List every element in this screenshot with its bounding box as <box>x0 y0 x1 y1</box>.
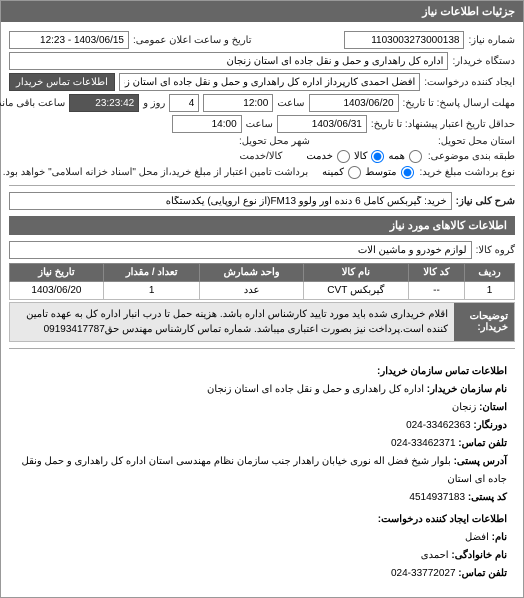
tel-label: تلفن تماس: <box>458 438 507 449</box>
remain-time <box>69 94 139 112</box>
cat-goods-radio[interactable] <box>371 150 384 163</box>
deadline-send-label: مهلت ارسال پاسخ: تا تاریخ: <box>403 98 515 109</box>
row-deliver: استان محل تحویل: شهر محل تحویل: <box>9 136 515 147</box>
cat-goods-label: کالا <box>354 151 368 162</box>
reqnum-input[interactable] <box>344 31 464 49</box>
pay-min-radio[interactable] <box>348 166 361 179</box>
pay-note: برداشت تامین اعتبار از مبلغ خرید،از محل … <box>3 167 308 178</box>
panel-title: جزئیات اطلاعات نیاز <box>1 1 523 22</box>
remain-days <box>169 94 199 112</box>
row-reqnum: شماره نیاز: تاریخ و ساعت اعلان عمومی: <box>9 31 515 49</box>
buyer-label: دستگاه خریدار: <box>452 56 515 67</box>
reqnum-label: شماره نیاز: <box>468 35 515 46</box>
deadline-valid-time-label: ساعت <box>246 119 273 130</box>
divider <box>9 185 515 186</box>
group-label: گروه کالا: <box>476 245 515 256</box>
note-label: توضیحات خریدار: <box>454 303 514 341</box>
row-desc: شرح کلی نیاز: <box>9 192 515 210</box>
category-radios: همه کالا خدمت <box>306 150 424 163</box>
row-group: گروه کالا: <box>9 241 515 259</box>
desc-label: شرح کلی نیاز: <box>456 196 515 207</box>
row-deadline-valid: حداقل تاریخ اعتبار پیشنهاد: تا تاریخ: سا… <box>9 115 515 133</box>
addr-value: بلوار شیخ فضل اله نوری خیابان راهدار جنب… <box>22 456 508 485</box>
creator-input[interactable] <box>119 73 420 91</box>
goods-header: اطلاعات کالاهای مورد نیاز <box>9 216 515 235</box>
cat-service-label: خدمت <box>306 151 333 162</box>
col-date: تاریخ نیاز <box>10 264 104 282</box>
table-header-row: ردیف کد کالا نام کالا واحد شمارش تعداد /… <box>10 264 515 282</box>
fax-value: 33462363-024 <box>406 420 471 431</box>
cell-code: -- <box>408 282 464 300</box>
payment-label: کالا/خدمت <box>239 151 282 162</box>
tel-value: 33462371-024 <box>391 438 456 449</box>
col-row: ردیف <box>465 264 515 282</box>
deadline-send-time-label: ساعت <box>277 98 304 109</box>
deadline-valid-date[interactable] <box>277 115 367 133</box>
row-paytype: نوع برداشت مبلغ خرید: متوسط کمینه برداشت… <box>9 166 515 179</box>
province-value: زنجان <box>452 402 476 413</box>
org-value: اداره کل راهداری و حمل و نقل جاده ای است… <box>207 384 424 395</box>
cat-all-radio[interactable] <box>409 150 422 163</box>
row-creator: ایجاد کننده درخواست: اطلاعات تماس خریدار <box>9 73 515 91</box>
remain-day-label: روز و <box>143 98 165 109</box>
table-row: 1 -- گیربکس CVT عدد 1 1403/06/20 <box>10 282 515 300</box>
announce-input[interactable] <box>9 31 129 49</box>
contact-section: اطلاعات تماس سازمان خریدار: نام سازمان خ… <box>9 355 515 591</box>
pay-mid-label: متوسط <box>365 167 396 178</box>
cell-date: 1403/06/20 <box>10 282 104 300</box>
cname-value: افضل <box>465 532 489 543</box>
buyer-note: توضیحات خریدار: اقلام خریداری شده باید م… <box>9 302 515 342</box>
divider-2 <box>9 348 515 349</box>
remain-time-label: ساعت باقی مانده <box>0 98 65 109</box>
cname-label: نام: <box>492 532 507 543</box>
row-buyer: دستگاه خریدار: <box>9 52 515 70</box>
zip-label: کد پستی: <box>468 492 507 503</box>
cell-name: گیربکس CVT <box>303 282 408 300</box>
cat-service-radio[interactable] <box>337 150 350 163</box>
col-code: کد کالا <box>408 264 464 282</box>
deadline-send-date[interactable] <box>309 94 399 112</box>
group-input[interactable] <box>9 241 472 259</box>
paytype-radios: متوسط کمینه <box>322 166 415 179</box>
org-label: نام سازمان خریدار: <box>427 384 507 395</box>
deadline-valid-time[interactable] <box>172 115 242 133</box>
row-deadline-send: مهلت ارسال پاسخ: تا تاریخ: ساعت روز و سا… <box>9 94 515 112</box>
contact-info-button[interactable]: اطلاعات تماس خریدار <box>9 73 115 91</box>
province-label: استان: <box>479 402 507 413</box>
col-qty: تعداد / مقدار <box>103 264 199 282</box>
cell-row: 1 <box>465 282 515 300</box>
cell-qty: 1 <box>103 282 199 300</box>
creator-title: اطلاعات ایجاد کننده درخواست: <box>378 514 507 525</box>
deliver-province-label: استان محل تحویل: <box>438 136 515 147</box>
pay-min-label: کمینه <box>322 167 344 178</box>
cat-all-label: همه <box>388 151 404 162</box>
paytype-label: نوع برداشت مبلغ خرید: <box>420 167 516 178</box>
deadline-valid-label: حداقل تاریخ اعتبار پیشنهاد: تا تاریخ: <box>371 119 515 130</box>
row-category: طبقه بندی موضوعی: همه کالا خدمت کالا/خدم… <box>9 150 515 163</box>
contact-title: اطلاعات تماس سازمان خریدار: <box>377 366 507 377</box>
announce-label: تاریخ و ساعت اعلان عمومی: <box>133 35 252 46</box>
deadline-send-time[interactable] <box>203 94 273 112</box>
pay-mid-radio[interactable] <box>401 166 414 179</box>
goods-table: ردیف کد کالا نام کالا واحد شمارش تعداد /… <box>9 263 515 300</box>
note-text: اقلام خریداری شده باید مورد تایید کارشنا… <box>10 303 454 341</box>
category-label: طبقه بندی موضوعی: <box>428 151 515 162</box>
panel-body: شماره نیاز: تاریخ و ساعت اعلان عمومی: دس… <box>1 22 523 597</box>
clast-label: نام خانوادگی: <box>451 550 507 561</box>
details-panel: جزئیات اطلاعات نیاز شماره نیاز: تاریخ و … <box>0 0 524 598</box>
deliver-city-label: شهر محل تحویل: <box>239 136 310 147</box>
clast-value: احمدی <box>421 550 449 561</box>
cell-unit: عدد <box>200 282 303 300</box>
zip-value: 4514937183 <box>409 492 465 503</box>
ctel-label: تلفن تماس: <box>458 568 507 579</box>
buyer-input[interactable] <box>9 52 448 70</box>
desc-input[interactable] <box>9 192 452 210</box>
creator-label: ایجاد کننده درخواست: <box>424 77 515 88</box>
fax-label: دورنگار: <box>473 420 507 431</box>
addr-label: آدرس پستی: <box>454 456 507 467</box>
col-unit: واحد شمارش <box>200 264 303 282</box>
col-name: نام کالا <box>303 264 408 282</box>
ctel-value: 33772027-024 <box>391 568 456 579</box>
